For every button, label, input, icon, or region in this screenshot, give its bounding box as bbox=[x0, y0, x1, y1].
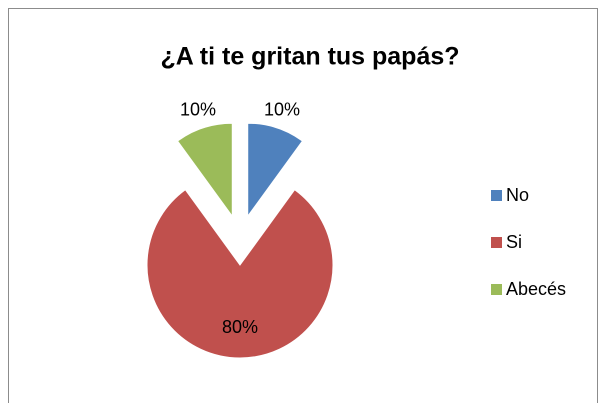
legend-label: No bbox=[506, 185, 529, 205]
pie-slice bbox=[176, 122, 233, 218]
data-label: 10% bbox=[264, 99, 300, 119]
pie-slice bbox=[247, 122, 304, 218]
legend-swatch bbox=[491, 284, 502, 295]
data-label: 10% bbox=[180, 99, 216, 119]
legend-swatch bbox=[491, 190, 502, 201]
chart-title: ¿A ti te gritan tus papás? bbox=[160, 43, 459, 71]
legend-label: Si bbox=[506, 232, 522, 252]
pie-slice bbox=[146, 189, 334, 359]
legend-label: Abecés bbox=[506, 279, 566, 299]
data-label: 80% bbox=[222, 317, 258, 337]
legend-swatch bbox=[491, 237, 502, 248]
